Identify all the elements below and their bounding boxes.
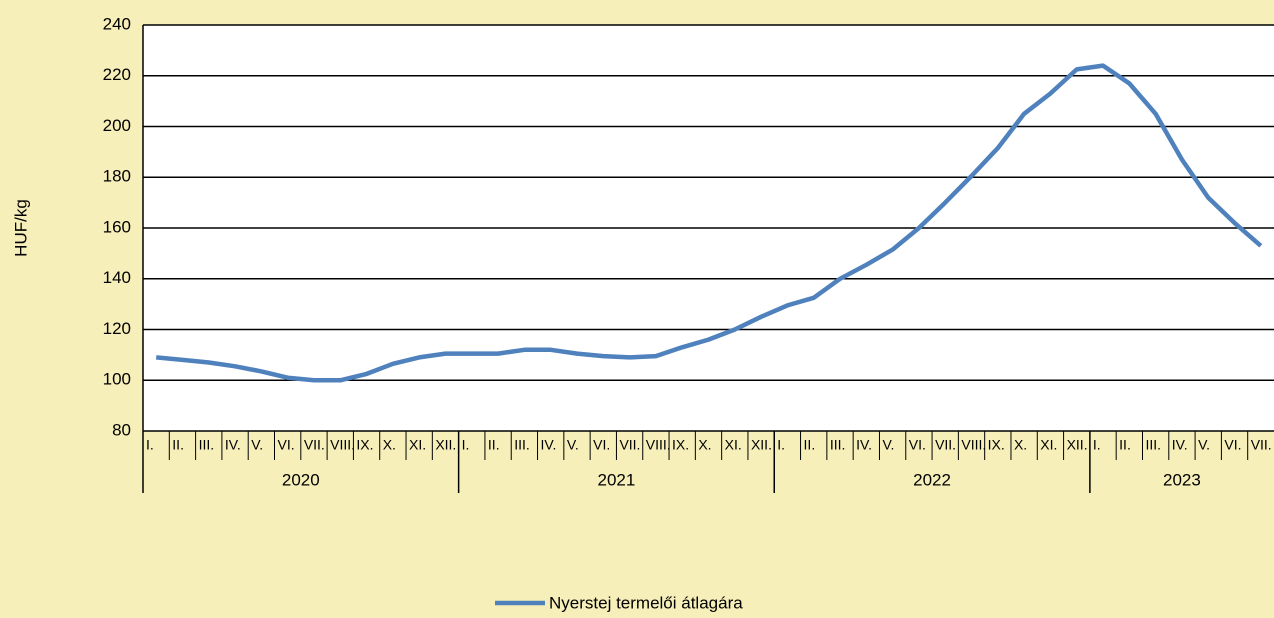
y-tick-label: 80	[112, 420, 131, 439]
y-tick-label: 140	[103, 268, 131, 287]
x-tick-label: VII.	[935, 437, 956, 453]
data-line	[155, 63, 1263, 383]
x-tick-label: III.	[830, 437, 846, 453]
x-tick-label: X.	[1014, 437, 1027, 453]
x-tick-label: VI.	[1224, 437, 1241, 453]
x-tick-label: X.	[383, 437, 396, 453]
x-tick-label: IV.	[541, 437, 557, 453]
x-tick-label: XII.	[435, 437, 456, 453]
year-label: 2021	[598, 470, 636, 489]
x-tick-label: III.	[514, 437, 530, 453]
x-tick-label: VI.	[593, 437, 610, 453]
x-tick-label: VII.	[619, 437, 640, 453]
x-tick-label: XI.	[725, 437, 742, 453]
x-tick-label: VI.	[278, 437, 295, 453]
x-tick-label: XII.	[751, 437, 772, 453]
year-label: 2020	[282, 470, 320, 489]
x-tick-label: II.	[804, 437, 816, 453]
x-tick-label: VIII.	[330, 437, 355, 453]
x-tick-label: VIII.	[961, 437, 986, 453]
x-tick-label: V.	[1198, 437, 1210, 453]
legend-label: Nyerstej termelői átlagára	[549, 593, 743, 612]
x-tick-label: IV.	[1172, 437, 1188, 453]
x-tick-label: II.	[488, 437, 500, 453]
x-tick-label: V.	[567, 437, 579, 453]
y-tick-label: 160	[103, 217, 131, 236]
x-tick-label: II.	[172, 437, 184, 453]
x-tick-label: XII.	[1067, 437, 1088, 453]
x-tick-label: I.	[1093, 437, 1101, 453]
y-tick-label: 100	[103, 370, 131, 389]
x-tick-label: X.	[698, 437, 711, 453]
y-tick-label: 120	[103, 319, 131, 338]
x-tick-label: VII.	[1251, 437, 1272, 453]
x-tick-label: VI.	[909, 437, 926, 453]
x-tick-label: XI.	[1040, 437, 1057, 453]
x-tick-label: IX.	[672, 437, 689, 453]
x-tick-label: XI.	[409, 437, 426, 453]
x-tick-label: IX.	[988, 437, 1005, 453]
x-tick-label: I.	[777, 437, 785, 453]
x-tick-label: IX.	[356, 437, 373, 453]
y-tick-label: 220	[103, 65, 131, 84]
x-tick-label: IV.	[225, 437, 241, 453]
y-tick-label: 200	[103, 116, 131, 135]
y-tick-label: 240	[103, 14, 131, 33]
x-tick-label: V.	[251, 437, 263, 453]
x-tick-label: I.	[146, 437, 154, 453]
y-tick-label: 180	[103, 167, 131, 186]
x-tick-label: VII.	[304, 437, 325, 453]
year-label: 2023	[1163, 470, 1201, 489]
year-label: 2022	[913, 470, 951, 489]
x-tick-label: III.	[199, 437, 215, 453]
x-tick-label: II.	[1119, 437, 1131, 453]
x-tick-label: V.	[882, 437, 894, 453]
y-axis-label: HUF/kg	[11, 199, 30, 257]
x-tick-label: III.	[1145, 437, 1161, 453]
x-tick-label: I.	[462, 437, 470, 453]
x-tick-label: VIII.	[646, 437, 671, 453]
x-tick-label: IV.	[856, 437, 872, 453]
